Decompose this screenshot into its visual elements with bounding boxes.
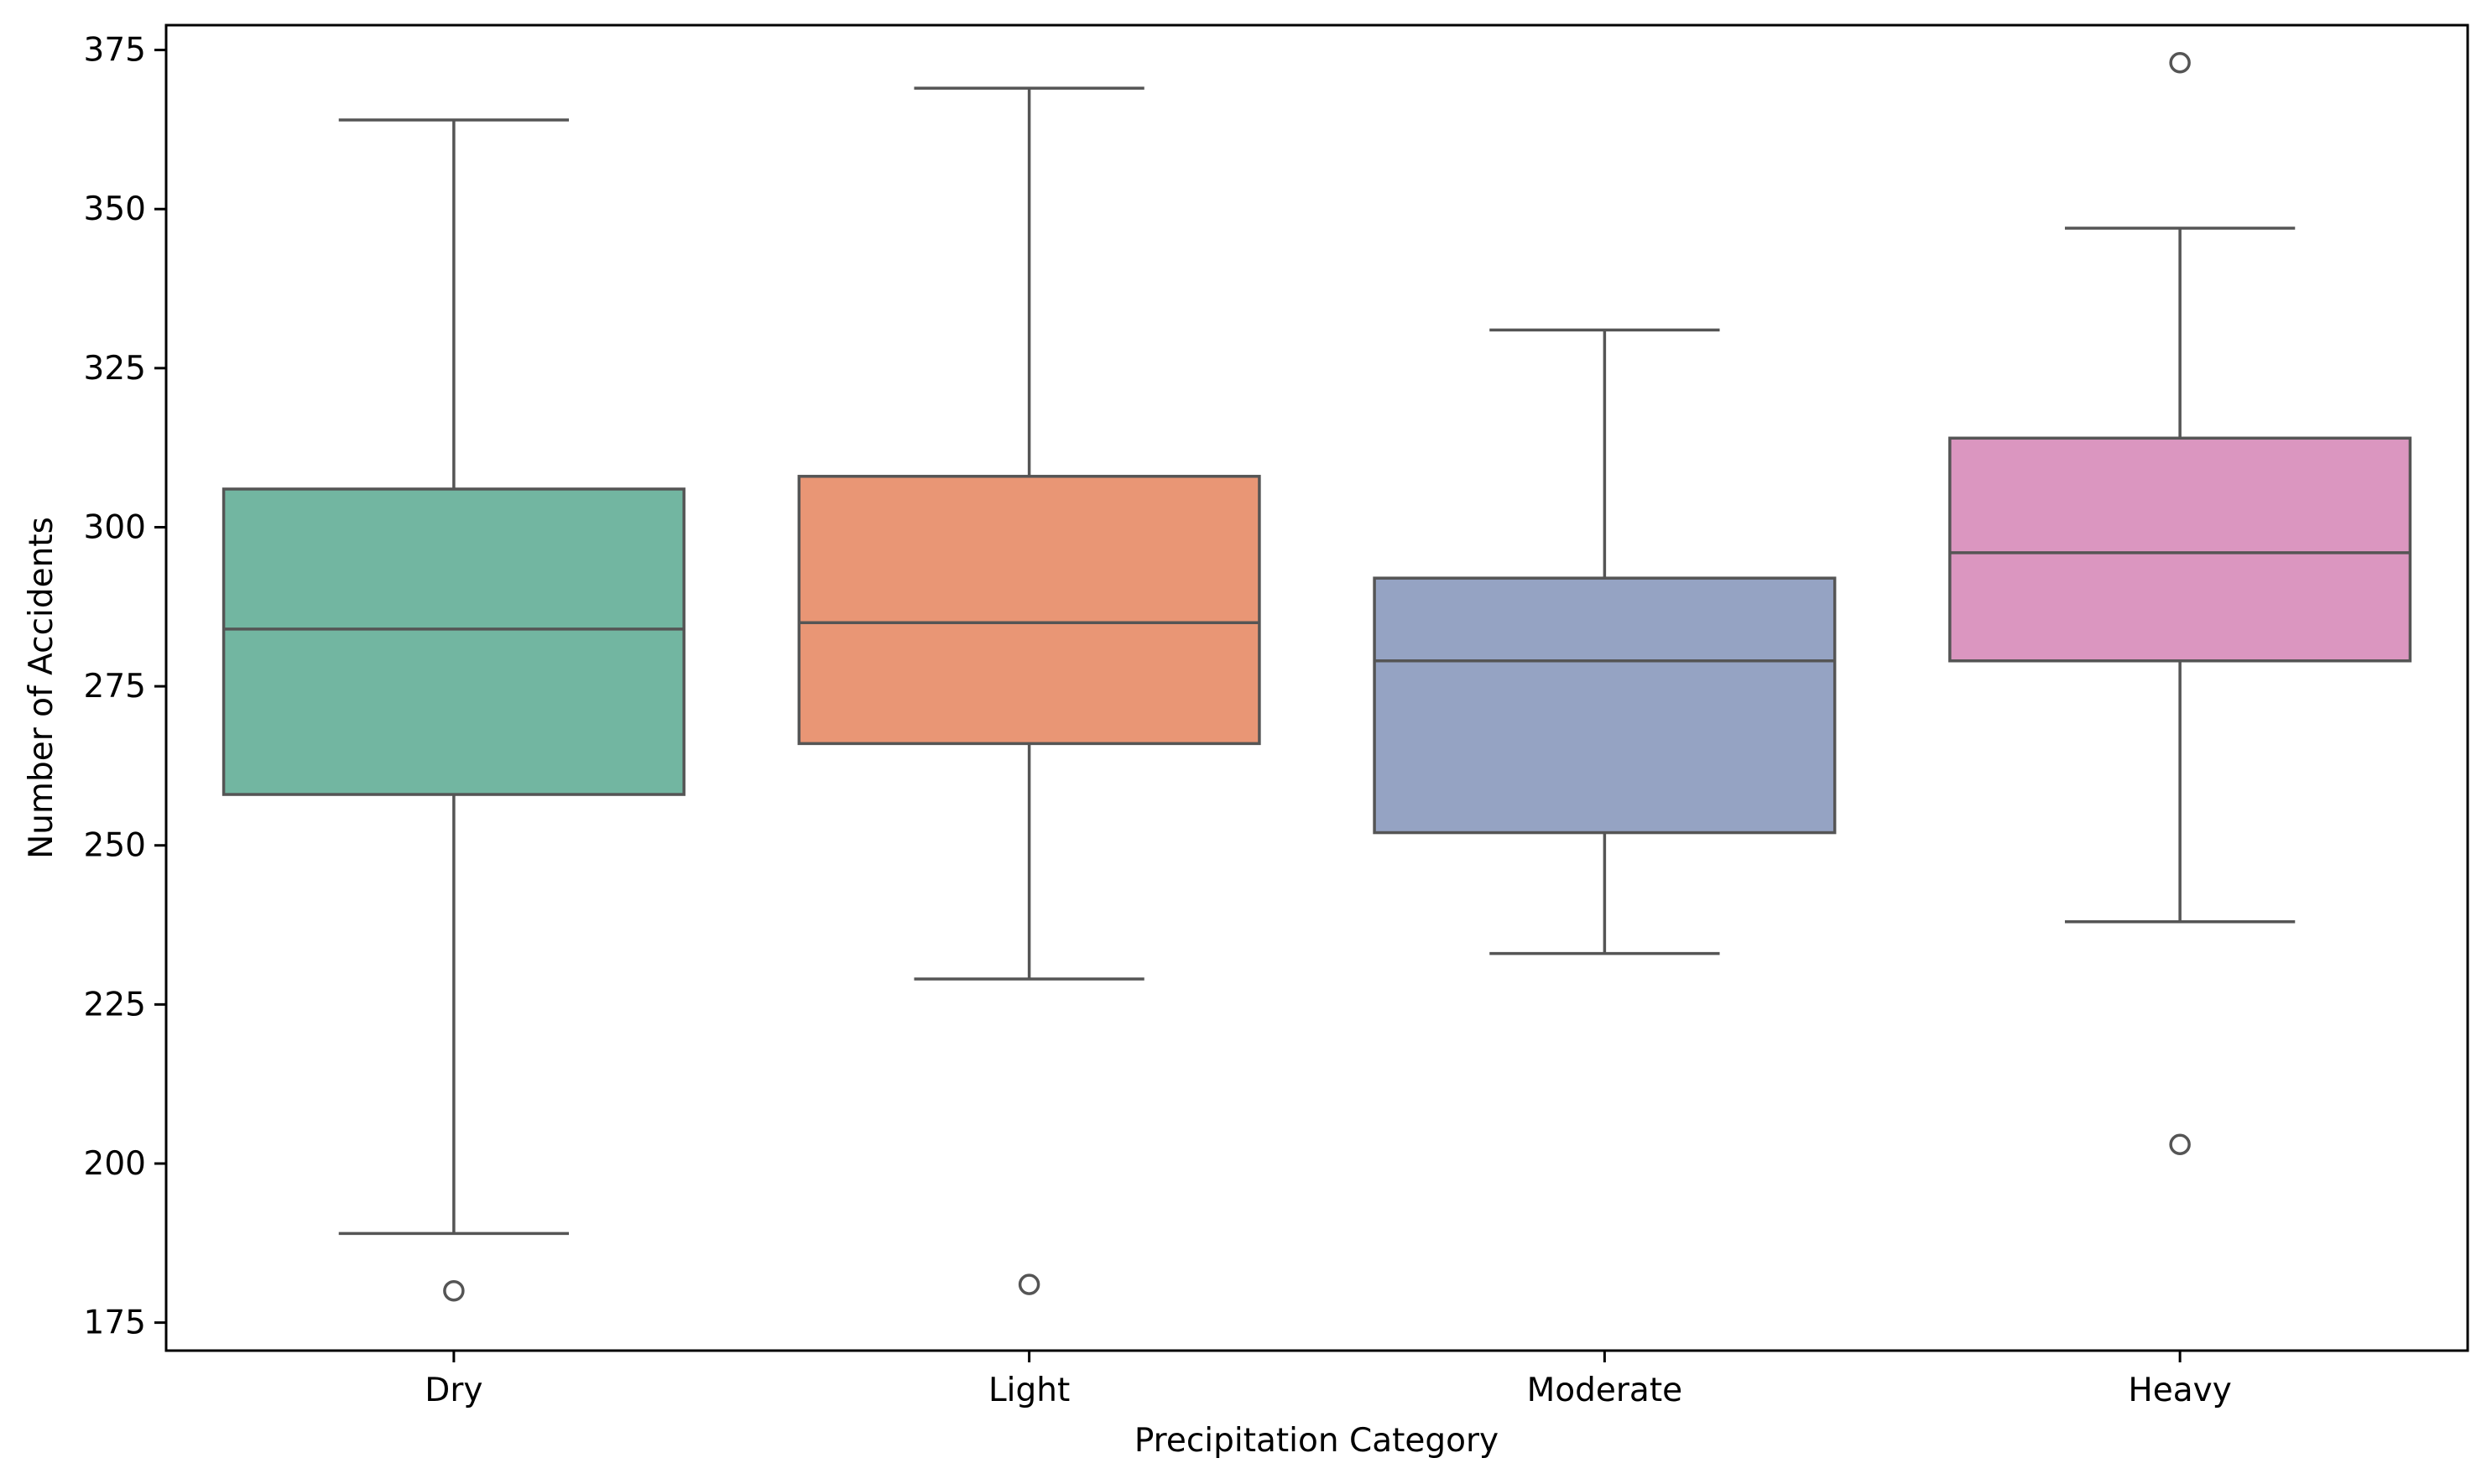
outlier-point (2169, 1133, 2191, 1155)
box-group-heavy (1948, 52, 2412, 1155)
box-iqr (797, 475, 1261, 746)
box-iqr (222, 487, 686, 796)
x-tick-label: Dry (425, 1372, 482, 1409)
y-tick-label: 350 (84, 190, 146, 228)
x-axis: Dry Light Moderate Heavy (425, 1351, 2232, 1409)
x-tick-label: Moderate (1527, 1372, 1682, 1409)
x-tick-label: Light (988, 1372, 1070, 1409)
box-iqr (1373, 576, 1837, 835)
y-tick-label: 175 (84, 1304, 146, 1342)
y-tick-label: 325 (84, 350, 146, 388)
outlier-point (1018, 1273, 1040, 1295)
box-group-dry (222, 118, 686, 1302)
x-tick-label: Heavy (2128, 1372, 2231, 1409)
y-tick-label: 300 (84, 508, 146, 546)
y-tick-label: 200 (84, 1145, 146, 1183)
y-tick-label: 225 (84, 986, 146, 1023)
box-iqr (1948, 436, 2412, 663)
plot-area-frame (164, 23, 2469, 1352)
y-tick-label: 275 (84, 668, 146, 706)
y-tick-label: 250 (84, 827, 146, 865)
box-group-light (797, 86, 1261, 1295)
y-axis-title: Number of Accidents (23, 517, 60, 859)
y-axis: 175 200 225 250 275 300 325 350 375 (84, 32, 166, 1342)
outlier-point (2169, 52, 2191, 74)
x-axis-title: Precipitation Category (1134, 1422, 1499, 1460)
y-tick-label: 375 (84, 32, 146, 70)
box-group-moderate (1373, 328, 1837, 955)
boxes-layer (222, 52, 2412, 1302)
outlier-point (443, 1279, 465, 1302)
